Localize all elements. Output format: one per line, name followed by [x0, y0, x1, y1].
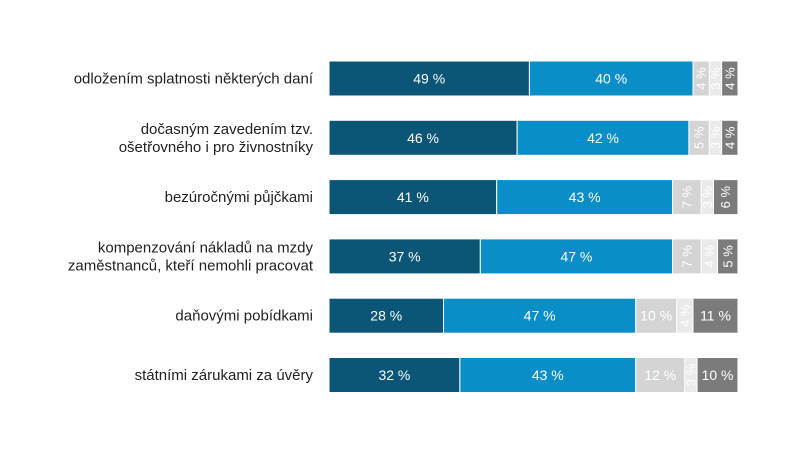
bar-segment	[696, 357, 739, 393]
data-label: 4 %	[722, 67, 737, 90]
data-label: 47 %	[524, 308, 556, 324]
data-label: 6 %	[718, 185, 733, 208]
data-label: 12 %	[644, 367, 676, 383]
data-label: 4 %	[722, 126, 737, 149]
bar-segment	[712, 179, 739, 216]
bar-segment	[717, 238, 739, 275]
bar-segment	[328, 297, 445, 334]
data-label: 49 %	[413, 71, 445, 87]
bar-segment	[328, 238, 481, 275]
data-label: 5 %	[720, 245, 735, 268]
data-label: 41 %	[397, 189, 429, 205]
data-label: 7 %	[679, 245, 694, 268]
data-label: 47 %	[560, 248, 592, 264]
category-label: státními zárukami za úvěry	[135, 367, 314, 384]
category-label: daňovými pobídkami	[175, 308, 313, 325]
bar-segment	[328, 119, 518, 156]
data-label: 5 %	[692, 126, 707, 149]
data-label: 11 %	[700, 308, 731, 324]
data-label: 4 %	[677, 304, 692, 327]
data-label: 4 %	[702, 245, 717, 268]
data-label: 37 %	[389, 248, 421, 264]
bar-segment	[672, 238, 702, 275]
bar-segment	[516, 119, 690, 156]
data-label: 42 %	[587, 130, 619, 146]
data-label: 10 %	[640, 308, 672, 324]
bar-segment	[328, 60, 530, 97]
category-label: kompenzování nákladů na mzdy zaměstnanců,…	[68, 239, 314, 274]
data-label: 43 %	[532, 367, 564, 383]
data-label: 3 %	[708, 126, 723, 149]
bar-segment	[721, 60, 739, 97]
bar-segment	[479, 238, 674, 275]
data-label: 43 %	[569, 189, 601, 205]
bar-segment	[635, 297, 678, 334]
bar-segment	[443, 297, 637, 334]
bar-segment	[328, 357, 461, 393]
data-label: 4 %	[694, 67, 709, 90]
category-label: bezúročnými půjčkami	[165, 189, 313, 206]
data-label: 7 %	[679, 185, 694, 208]
data-label: 40 %	[595, 71, 627, 87]
data-label: 28 %	[370, 308, 402, 324]
category-label: odložením splatnosti některých daní	[74, 71, 314, 88]
data-label: 32 %	[378, 367, 410, 383]
category-label: dočasným zavedením tzv. ošetřovného i pro…	[119, 121, 314, 156]
data-label: 3 %	[700, 185, 715, 208]
bar-segment	[721, 119, 739, 156]
data-label: 10 %	[702, 367, 734, 383]
data-label: 3 %	[683, 363, 698, 386]
bar-segment	[692, 297, 739, 334]
data-label: 3 %	[708, 67, 723, 90]
bar-segment	[528, 60, 694, 97]
data-label: 46 %	[407, 130, 439, 146]
bar-segment	[635, 357, 686, 393]
bar-segment	[496, 179, 674, 216]
